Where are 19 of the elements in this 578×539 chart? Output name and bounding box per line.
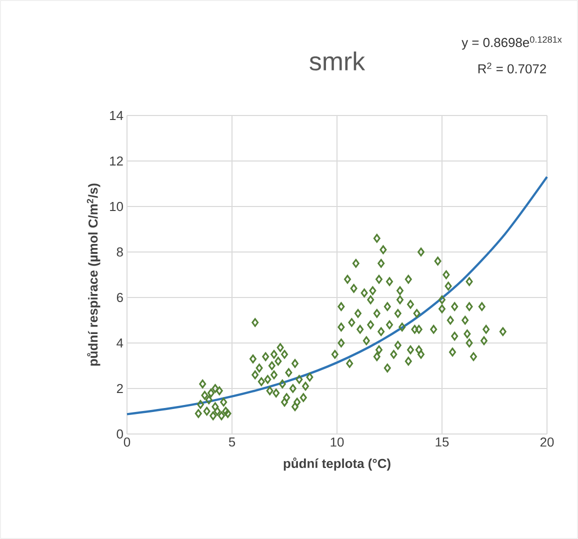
text: R$^{2}$ = 0.7072	[478, 62, 546, 74]
x-tick-label: 20	[540, 438, 554, 447]
x-tick-label: 0	[124, 438, 130, 447]
chart-title: smrk	[310, 51, 366, 70]
y-axis-title: půdní respirace (µmol C/m$^{2}$/s)	[86, 184, 100, 366]
x-tick-label: 10	[330, 438, 344, 447]
y-tick-label: 4	[116, 338, 124, 348]
y-tick-label: 10	[110, 202, 123, 212]
y-tick-label: 6	[116, 292, 123, 302]
y-tick-label: 0	[116, 429, 123, 439]
line-series	[126, 176, 548, 416]
y-tick-label: 12	[110, 156, 123, 166]
x-axis-title: půdní teplota (°C)	[284, 458, 390, 471]
x-tick-label: 15	[436, 438, 449, 447]
y-tick-label: 14	[110, 111, 124, 120]
y-tick-label: 8	[116, 247, 123, 257]
y-tick-label: 2	[116, 384, 123, 394]
text: y = 0.8698e$^{0.1281x}$	[462, 36, 562, 50]
x-tick-label: 5	[228, 438, 236, 447]
